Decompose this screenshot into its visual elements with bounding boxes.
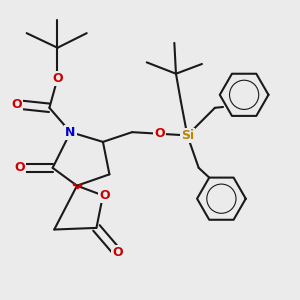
Text: O: O <box>15 161 26 174</box>
Text: N: N <box>65 126 76 139</box>
Text: O: O <box>12 98 22 111</box>
Text: Si: Si <box>181 129 194 142</box>
Text: O: O <box>112 246 123 259</box>
Text: O: O <box>52 72 63 85</box>
Text: O: O <box>154 127 165 140</box>
Text: O: O <box>99 189 110 202</box>
